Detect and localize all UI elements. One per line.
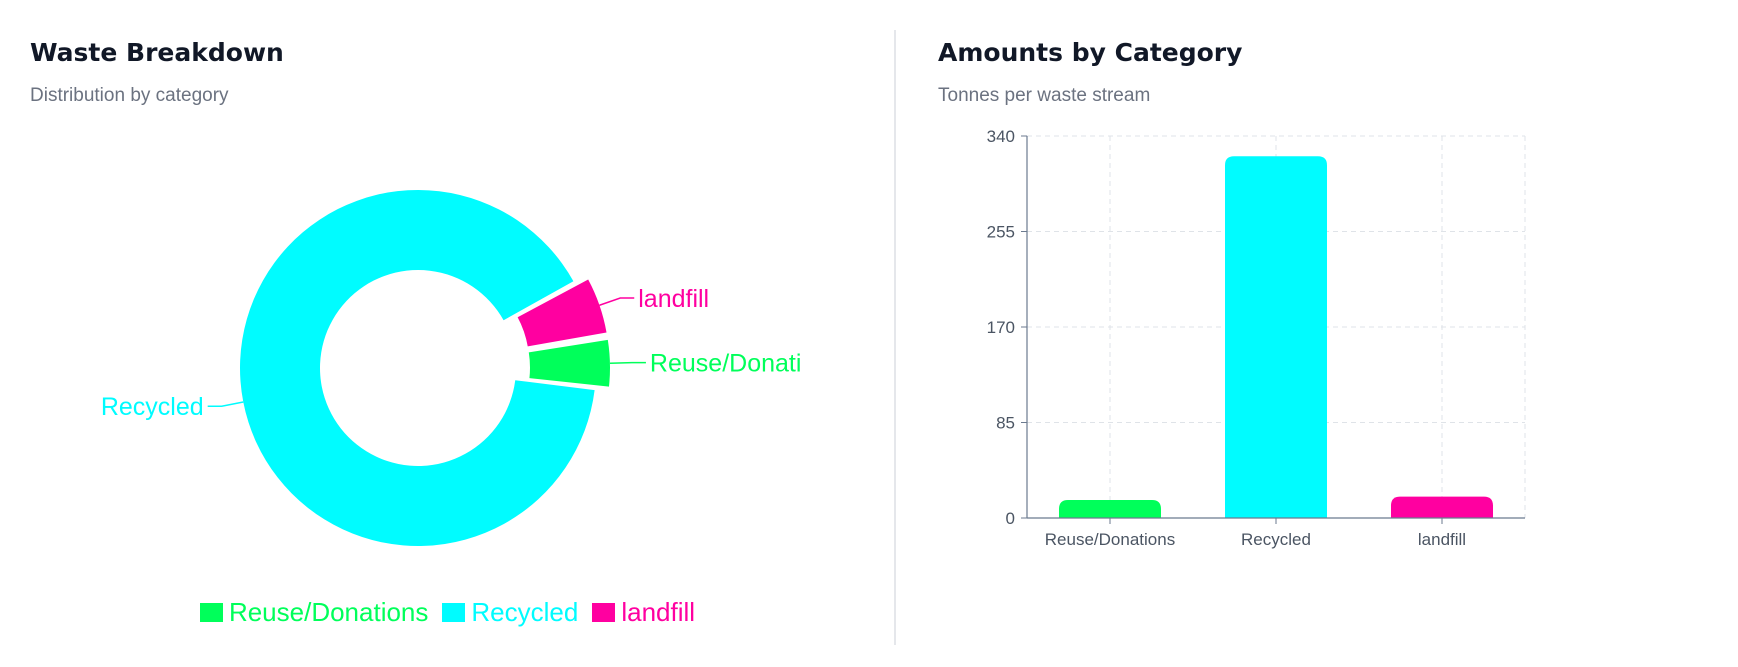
y-tick-label: 0 [1006, 509, 1015, 528]
slice-leader-line [207, 401, 244, 407]
y-tick-label: 255 [987, 223, 1015, 242]
legend-item-recycled[interactable]: Recycled [442, 597, 578, 628]
legend-item-landfill[interactable]: landfill [592, 597, 695, 628]
legend-swatch [442, 603, 466, 622]
card-subtitle: Tonnes per waste stream [938, 85, 1151, 106]
legend-swatch [199, 603, 223, 622]
waste-breakdown-card: Waste Breakdown Distribution by category… [0, 38, 895, 628]
donut-slice-landfill[interactable] [517, 279, 607, 347]
legend-swatch [592, 603, 616, 622]
y-tick-label: 170 [987, 318, 1015, 337]
slice-label: landfill [638, 285, 709, 313]
panel-divider [894, 30, 896, 645]
donut-slice-recycled[interactable] [240, 190, 595, 546]
bar-reuse-donations[interactable] [1059, 500, 1161, 518]
slice-leader-line [599, 297, 635, 306]
donut-chart: Reuse/Donati Recycled landfill [101, 190, 801, 546]
donut-legend: Reuse/Donations Recycled landfill [0, 597, 895, 628]
card-title: Amounts by Category [938, 38, 1243, 67]
y-tick-label: 85 [996, 414, 1015, 433]
x-tick-label: landfill [1418, 530, 1466, 549]
legend-label: landfill [621, 597, 696, 627]
legend-label: Recycled [471, 597, 579, 627]
slice-label: Reuse/Donati [650, 350, 801, 378]
x-tick-label: Recycled [1241, 530, 1311, 549]
legend-label: Reuse/Donations [228, 597, 429, 627]
card-subtitle: Distribution by category [30, 85, 229, 106]
card-title: Waste Breakdown [30, 38, 284, 67]
donut-slice-reuse-donations[interactable] [528, 339, 610, 387]
bar-landfill[interactable] [1391, 496, 1493, 518]
amounts-by-category-card: Amounts by Category Tonnes per waste str… [897, 0, 1738, 667]
slice-leader-line [609, 361, 646, 364]
x-tick-label: Reuse/Donations [1045, 530, 1175, 549]
bar-chart: 0 85 170 255 340 Reuse/Donations Recycled landf… [987, 127, 1526, 549]
bar-recycled[interactable] [1225, 156, 1327, 519]
legend-item-reuse[interactable]: Reuse/Donations [199, 597, 429, 628]
y-tick-label: 340 [987, 127, 1015, 146]
slice-label: Recycled [101, 393, 204, 421]
